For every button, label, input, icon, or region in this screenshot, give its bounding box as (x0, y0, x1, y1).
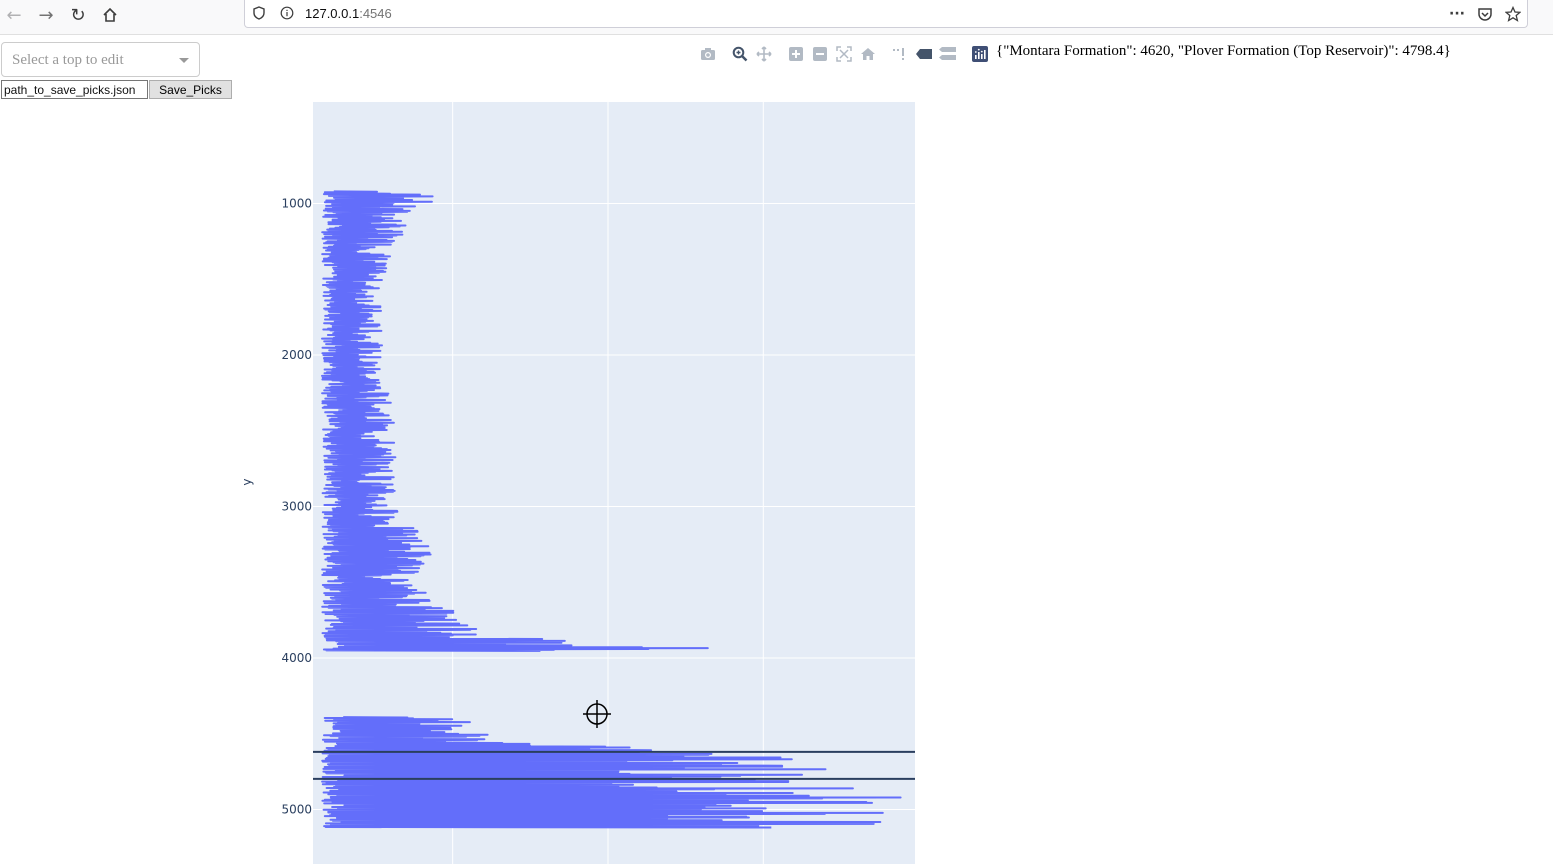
camera-icon[interactable] (699, 44, 717, 64)
back-icon[interactable]: ← (6, 4, 22, 26)
home-icon[interactable] (97, 2, 123, 28)
dropdown-placeholder: Select a top to edit (12, 52, 124, 68)
y-tick-label-4000: 4000 (281, 651, 312, 665)
pocket-icon[interactable] (1475, 4, 1495, 24)
info-icon[interactable] (279, 5, 295, 21)
plotly-modebar (699, 44, 989, 64)
browser-toolbar: ← → ↻ 127.0.0.1:4546 ··· (0, 0, 1553, 35)
autoscale-icon[interactable] (835, 44, 853, 64)
log-trace-segment-1[interactable] (321, 716, 902, 829)
shield-icon[interactable] (251, 5, 267, 21)
pan-icon[interactable] (755, 44, 773, 64)
y-tick-label-3000: 3000 (281, 499, 312, 513)
forward-icon[interactable]: → (38, 4, 54, 26)
y-tick-labels: 1000 2000 3000 4000 5000 (281, 196, 312, 816)
chevron-down-icon[interactable] (179, 58, 189, 63)
y-tick-label-1000: 1000 (281, 196, 312, 210)
save-path-input[interactable] (1, 80, 148, 99)
url-text[interactable]: 127.0.0.1:4546 (305, 6, 392, 21)
zoom-in-icon[interactable] (787, 44, 805, 64)
more-actions-icon[interactable]: ··· (1449, 6, 1465, 22)
crosshair-cursor-icon (583, 700, 611, 728)
log-trace[interactable] (321, 190, 902, 829)
picks-output-text: {"Montara Formation": 4620, "Plover Form… (996, 43, 1451, 59)
zoom-icon[interactable] (731, 44, 749, 64)
zoom-out-icon[interactable] (811, 44, 829, 64)
reload-icon[interactable]: ↻ (70, 4, 86, 26)
reset-axes-icon[interactable] (859, 44, 877, 64)
url-port: :4546 (359, 6, 392, 21)
y-axis-label: y (240, 478, 254, 485)
y-tick-label-5000: 5000 (281, 802, 312, 816)
url-host: 127.0.0.1 (305, 6, 360, 21)
formation-tops[interactable] (313, 750, 915, 780)
bookmark-star-icon[interactable] (1503, 4, 1523, 24)
y-tick-label-2000: 2000 (281, 348, 312, 362)
plotly-logo-icon[interactable] (971, 44, 989, 64)
hover-compare-icon[interactable] (939, 44, 957, 64)
spike-lines-icon[interactable] (891, 44, 909, 64)
log-trace-segment-0[interactable] (321, 190, 709, 652)
hover-closest-icon[interactable] (915, 44, 933, 64)
top-select-dropdown[interactable]: Select a top to edit (1, 42, 200, 77)
url-bar[interactable]: 127.0.0.1:4546 ··· (244, 0, 1528, 28)
save-picks-button[interactable]: Save_Picks (149, 80, 232, 99)
